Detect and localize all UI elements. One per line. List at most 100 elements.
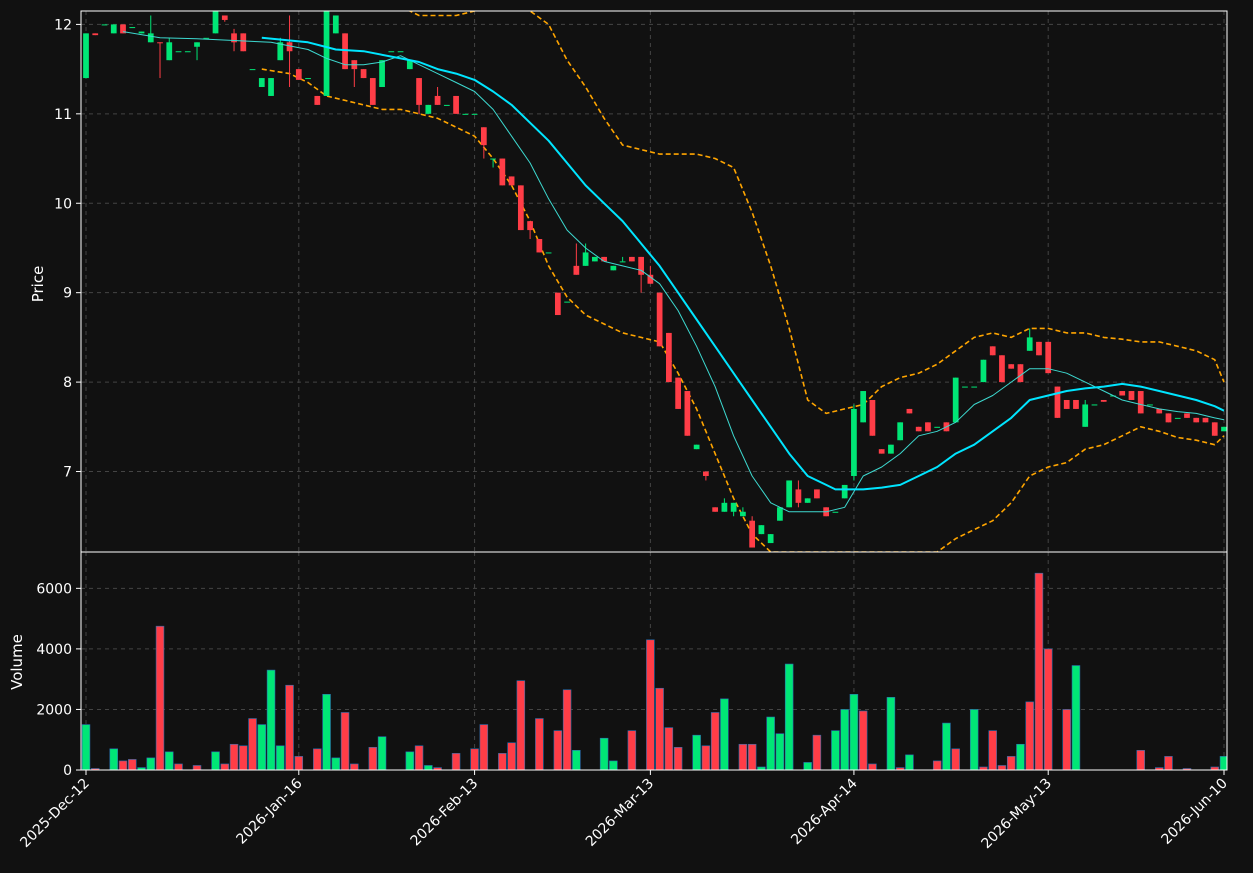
volume-bar	[1062, 709, 1071, 770]
candle-body	[499, 158, 506, 186]
candle-body	[101, 24, 108, 26]
candle-body	[841, 484, 848, 499]
volume-bar	[905, 754, 914, 770]
volume-frame	[80, 551, 1228, 771]
candle-body	[332, 15, 339, 34]
volume-bar	[451, 753, 461, 770]
candle-body	[147, 33, 154, 43]
candle-body	[166, 42, 173, 61]
candle-body	[434, 95, 441, 105]
volume-bar	[775, 733, 785, 770]
volume-bar	[1136, 750, 1145, 770]
candle-body	[591, 256, 598, 262]
volume-bar	[812, 734, 822, 770]
candle-body	[952, 377, 959, 423]
volume-bar	[553, 730, 563, 770]
volume-bar	[849, 694, 859, 770]
candle-body	[203, 37, 210, 39]
volume-bar	[118, 760, 128, 770]
candle-body	[999, 355, 1005, 383]
candle-body	[379, 60, 385, 88]
volume-bar	[1071, 665, 1081, 770]
volume-bar	[285, 684, 294, 770]
price-y-tick-label: 8	[63, 375, 72, 391]
candle-body	[1174, 417, 1181, 419]
candle-body	[675, 377, 681, 409]
volume-bar	[664, 727, 674, 770]
candle-body	[490, 158, 496, 160]
candle-body	[536, 239, 543, 253]
volume-bar	[414, 745, 424, 770]
price-panel: 7 8 9 10 11 12 Price	[29, 10, 1228, 553]
candle-body	[120, 24, 126, 34]
volume-bar	[174, 763, 183, 770]
volume-bar	[868, 763, 877, 770]
volume-bar	[831, 730, 840, 770]
price-y-tick-label: 9	[63, 286, 72, 302]
candle-body	[388, 51, 395, 53]
volume-bar	[979, 766, 988, 770]
bollinger-bands	[261, 11, 1225, 552]
candle-body	[804, 498, 811, 503]
candle-body	[1128, 391, 1135, 400]
candle-body	[508, 176, 515, 186]
volume-bar	[710, 712, 720, 770]
candle-body	[369, 78, 376, 105]
volume-bar	[1034, 572, 1044, 770]
volume-bar	[1025, 701, 1034, 770]
volume-bar	[757, 766, 766, 770]
volume-bar	[516, 680, 526, 770]
candle-body	[888, 444, 894, 454]
candle-body	[730, 502, 737, 512]
volume-bar	[1164, 756, 1173, 770]
candle-body	[110, 24, 117, 34]
volume-bar	[840, 709, 849, 770]
candle-body	[1119, 391, 1126, 396]
candle-body	[1147, 404, 1153, 406]
volume-bar	[692, 734, 701, 770]
candle-body	[517, 185, 524, 231]
volume-bar	[599, 737, 609, 770]
volume-bar	[1043, 648, 1053, 770]
candle-body	[480, 127, 487, 146]
volume-bar	[1210, 766, 1219, 770]
volume-bar	[988, 730, 997, 770]
candle-body	[1017, 364, 1024, 383]
candle-body	[425, 104, 432, 114]
volume-bar	[784, 663, 794, 770]
volume-bar	[322, 694, 331, 770]
candle-body	[721, 502, 728, 512]
candle-body	[758, 525, 765, 535]
candle-body	[656, 292, 663, 347]
candle-body	[582, 252, 589, 266]
candle-body	[629, 256, 635, 262]
price-y-tick-label: 11	[54, 107, 72, 123]
volume-bar	[951, 748, 960, 770]
volume-bar	[229, 743, 239, 770]
volume-bar	[220, 763, 230, 770]
candle-body	[564, 301, 570, 303]
volume-bar	[239, 745, 248, 770]
candle-body	[666, 332, 672, 383]
volume-bar	[368, 746, 378, 770]
candle-body	[989, 346, 996, 356]
volume-bar	[1219, 756, 1227, 770]
volume-bar	[350, 763, 359, 770]
candle-body	[231, 33, 237, 43]
volume-bar	[479, 724, 489, 770]
volume-bar	[192, 765, 202, 770]
candle-body	[619, 261, 626, 263]
volume-bar	[997, 765, 1007, 770]
candle-body	[693, 444, 700, 450]
candle-body	[416, 78, 422, 105]
candle-body	[1036, 341, 1042, 356]
candle-body	[83, 33, 89, 79]
volume-bar	[498, 753, 507, 770]
volume-y-tick-label: 4000	[36, 642, 72, 658]
candle-body	[1202, 417, 1209, 423]
price-y-tick-label: 12	[54, 17, 72, 33]
candle-body	[573, 265, 580, 275]
candle-body	[1091, 404, 1098, 406]
candle-body	[1073, 399, 1079, 409]
candle-body	[397, 51, 404, 53]
